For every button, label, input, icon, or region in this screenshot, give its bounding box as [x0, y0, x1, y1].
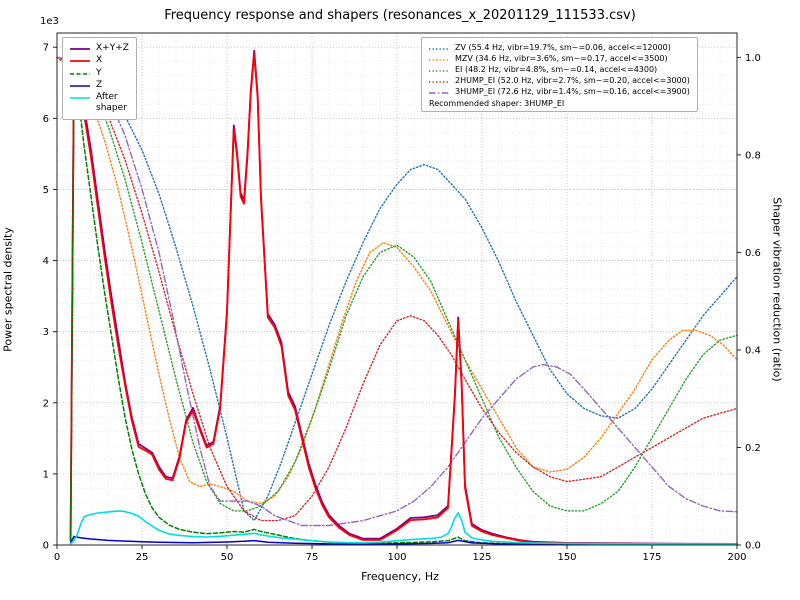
legend-label: EI (48.2 Hz, vibr=4.8%, sm~=0.14, accel<… — [455, 65, 658, 74]
y-right-tick-label: 1.0 — [745, 53, 761, 64]
series-3hump-ei — [56, 56, 738, 527]
x-tick-label: 150 — [557, 552, 576, 563]
legend-item: EI (48.2 Hz, vibr=4.8%, sm~=0.14, accel<… — [428, 65, 690, 75]
legend-line-sample — [429, 81, 449, 83]
y-left-tick-label: 4 — [43, 256, 49, 267]
series-y — [69, 78, 738, 546]
y-left-tick-label: 7 — [43, 43, 49, 54]
series-x+y+z — [69, 49, 738, 545]
legend-label: After shaper — [96, 92, 127, 114]
legend-item: X — [69, 55, 129, 66]
y-left-tick-label: 1 — [43, 469, 49, 480]
legend-line-sample — [70, 72, 90, 75]
legend-label: X — [96, 55, 103, 66]
y-left-tick-label: 0 — [43, 541, 49, 552]
x-tick-label: 0 — [54, 552, 60, 563]
x-tick-label: 200 — [727, 552, 746, 563]
legend-line-sample — [70, 97, 90, 99]
legend-line-sample — [70, 60, 90, 63]
series-2hump-ei — [56, 56, 738, 522]
series-z — [69, 535, 738, 546]
legend-item: 3HUMP_EI (72.6 Hz, vibr=1.4%, sm~=0.16, … — [428, 87, 690, 97]
legend-label: 3HUMP_EI (72.6 Hz, vibr=1.4%, sm~=0.16, … — [455, 87, 690, 96]
legend-label: ZV (55.4 Hz, vibr=19.7%, sm~=0.06, accel… — [455, 43, 671, 52]
y-left-tick-label: 5 — [43, 185, 49, 196]
legend-line-sample — [429, 59, 449, 61]
y-right-tick-label: 0.6 — [745, 248, 761, 259]
series-mzv — [56, 56, 738, 505]
legend-label: X+Y+Z — [96, 43, 129, 53]
x-tick-label: 75 — [306, 552, 319, 563]
x-tick-label: 125 — [472, 552, 491, 563]
y-left-tick-label: 3 — [43, 327, 49, 338]
y-left-tick-label: 6 — [43, 114, 49, 125]
legend-line-sample — [429, 48, 449, 50]
recommended-shaper-note: Recommended shaper: 3HUMP_EI — [429, 99, 565, 108]
x-tick-label: 50 — [221, 552, 234, 563]
legend-item: ZV (55.4 Hz, vibr=19.7%, sm~=0.06, accel… — [428, 43, 690, 53]
legend-shapers: ZV (55.4 Hz, vibr=19.7%, sm~=0.06, accel… — [421, 37, 698, 112]
legend-line-sample — [429, 92, 449, 94]
legend-line-sample — [429, 70, 449, 72]
legend-label: Y — [96, 67, 102, 78]
legend-item: MZV (34.6 Hz, vibr=3.6%, sm~=0.17, accel… — [428, 54, 690, 64]
legend-item: Z — [69, 80, 129, 91]
x-tick-label: 100 — [387, 552, 406, 563]
legend-line-sample — [70, 48, 90, 50]
x-tick-label: 25 — [136, 552, 149, 563]
legend-item: 2HUMP_EI (52.0 Hz, vibr=2.7%, sm~=0.20, … — [428, 76, 690, 86]
series-zv — [56, 56, 738, 522]
legend-item: After shaper — [69, 92, 129, 115]
y-right-tick-label: 0.8 — [745, 150, 761, 161]
series-x — [69, 53, 738, 545]
chart-title: Frequency response and shapers (resonanc… — [164, 8, 636, 23]
y-right-tick-label: 0.2 — [745, 443, 761, 454]
legend-item: Y — [69, 68, 129, 79]
series-after-shaper — [69, 510, 738, 545]
legend-label: Z — [96, 79, 103, 90]
y-axis-offset-text: 1e3 — [40, 16, 59, 27]
y-right-tick-label: 0.4 — [745, 345, 761, 356]
legend-label: 2HUMP_EI (52.0 Hz, vibr=2.7%, sm~=0.20, … — [455, 76, 690, 85]
x-axis-label: Frequency, Hz — [361, 570, 439, 583]
y-left-tick-label: 2 — [43, 398, 49, 409]
x-tick-label: 175 — [642, 552, 661, 563]
series-ei — [56, 56, 738, 512]
legend-line-sample — [70, 85, 90, 87]
legend-psd: X+Y+Z X Y Z After shaper — [62, 37, 137, 120]
legend-item: X+Y+Z — [69, 43, 129, 54]
y-right-tick-label: 0.0 — [745, 541, 761, 552]
legend-label: MZV (34.6 Hz, vibr=3.6%, sm~=0.17, accel… — [455, 54, 668, 63]
